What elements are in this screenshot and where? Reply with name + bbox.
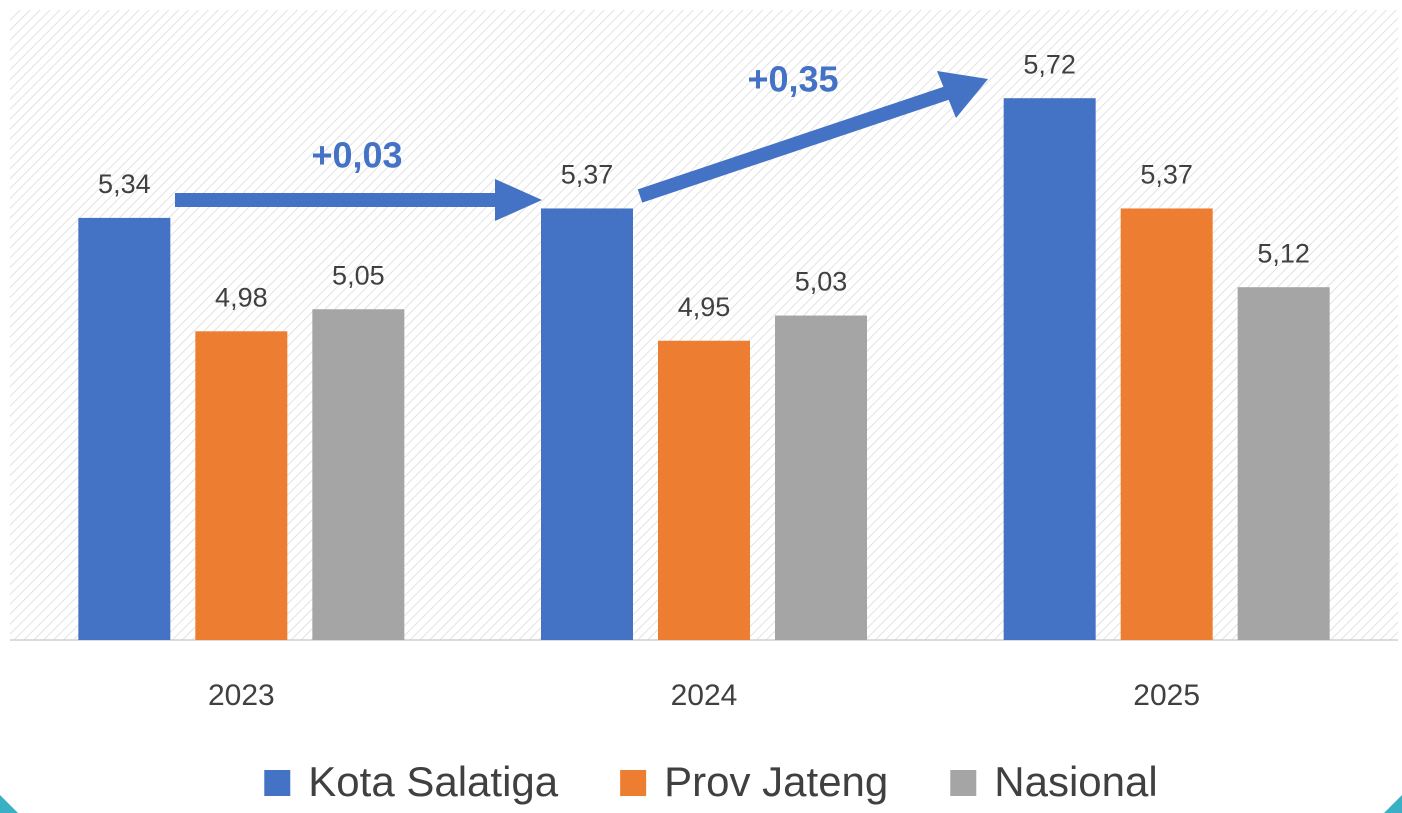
legend-swatch bbox=[264, 770, 291, 796]
bar bbox=[1003, 98, 1096, 640]
arrow bbox=[175, 179, 542, 221]
x-tick-label: 2024 bbox=[671, 679, 738, 712]
arrow bbox=[637, 71, 988, 203]
bar bbox=[78, 217, 171, 640]
x-tick-label: 2023 bbox=[208, 679, 275, 712]
legend-swatch bbox=[950, 770, 977, 796]
bar bbox=[1237, 287, 1330, 640]
data-label: 4,98 bbox=[215, 282, 268, 312]
legend-label: Kota Salatiga bbox=[308, 758, 558, 805]
legend-label: Prov Jateng bbox=[664, 758, 888, 805]
annotation: +0,35 bbox=[747, 59, 838, 100]
bar bbox=[312, 309, 405, 640]
annotation: +0,03 bbox=[311, 135, 402, 176]
legend-swatch bbox=[620, 770, 647, 796]
bar bbox=[775, 315, 867, 640]
data-label: 5,34 bbox=[98, 169, 151, 199]
corner bbox=[1384, 795, 1402, 813]
bar bbox=[541, 208, 633, 640]
legend-label: Nasional bbox=[994, 758, 1157, 805]
data-label: 5,12 bbox=[1257, 238, 1310, 268]
bar bbox=[1120, 208, 1213, 640]
corner bbox=[0, 795, 18, 813]
bar bbox=[658, 340, 750, 640]
bar bbox=[195, 331, 288, 640]
data-label: 5,03 bbox=[795, 267, 848, 297]
x-tick-label: 2025 bbox=[1133, 679, 1200, 712]
data-label: 5,72 bbox=[1023, 49, 1076, 79]
data-label: 4,95 bbox=[678, 292, 731, 322]
data-label: 5,37 bbox=[561, 160, 614, 190]
data-label: 5,37 bbox=[1140, 160, 1193, 190]
data-label: 5,05 bbox=[332, 260, 385, 290]
